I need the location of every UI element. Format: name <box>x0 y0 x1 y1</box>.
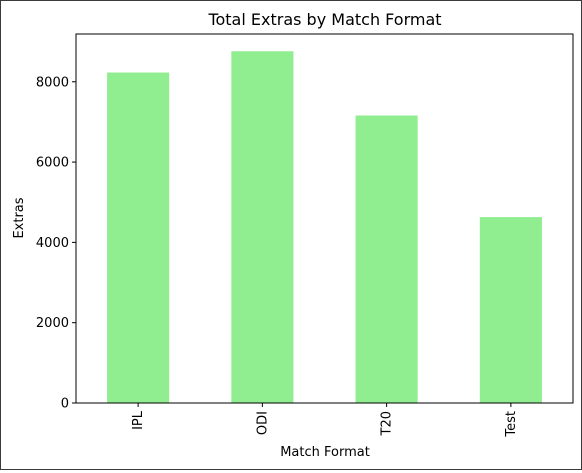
bar-odi <box>231 51 294 404</box>
y-axis-ticks: 0 2000 4000 6000 8000 <box>36 75 76 412</box>
bar-test <box>479 217 542 403</box>
y-tick-label: 2000 <box>36 316 69 331</box>
x-tick-label: Test <box>504 411 519 438</box>
y-axis-label: Extras <box>12 197 27 238</box>
x-tick-label: IPL <box>131 410 146 430</box>
plot-area-frame <box>75 33 574 404</box>
bar-t20 <box>355 115 418 403</box>
chart-title: Total Extras by Match Format <box>207 10 441 29</box>
x-axis-label: Match Format <box>280 445 370 460</box>
x-axis-ticks: IPL ODI T20 Test <box>131 403 519 438</box>
y-tick-label: 0 <box>61 397 69 412</box>
bar-ipl <box>107 72 170 403</box>
x-tick-label: ODI <box>255 411 270 435</box>
y-tick-label: 4000 <box>36 236 69 251</box>
x-tick-label: T20 <box>380 411 395 436</box>
y-tick-label: 8000 <box>36 75 69 90</box>
y-tick-label: 6000 <box>36 156 69 171</box>
bars-group <box>107 51 542 404</box>
